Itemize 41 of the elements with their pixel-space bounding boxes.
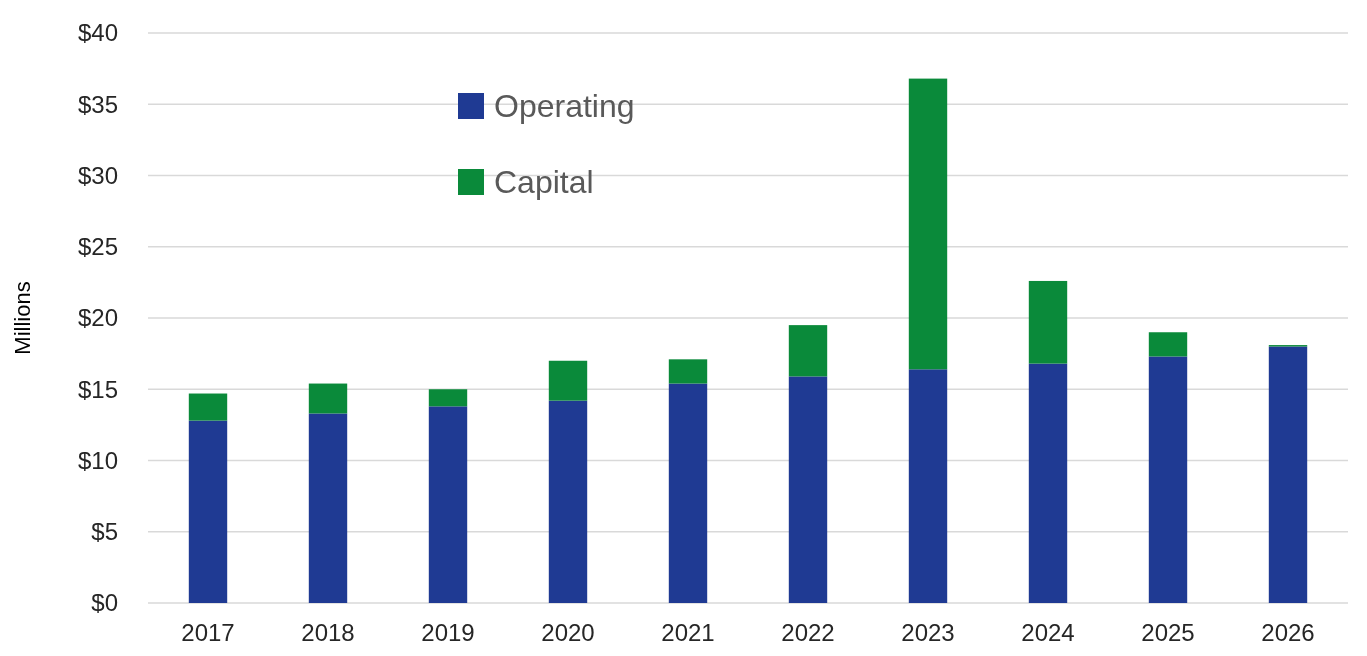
bar bbox=[308, 413, 348, 603]
y-tick-label: $25 bbox=[77, 233, 118, 261]
y-tick-label: $35 bbox=[77, 90, 118, 118]
y-axis-title: Millions bbox=[10, 281, 35, 355]
y-tick-label: $10 bbox=[77, 446, 118, 474]
x-tick-label: 2018 bbox=[301, 619, 355, 646]
bar bbox=[308, 383, 348, 414]
bar bbox=[1148, 332, 1188, 357]
x-tick-label: 2017 bbox=[181, 619, 235, 646]
legend-label: Operating bbox=[494, 88, 635, 125]
bar bbox=[788, 376, 828, 603]
y-tick-label: $15 bbox=[77, 375, 118, 403]
x-tick-label: 2023 bbox=[901, 619, 955, 646]
bar bbox=[668, 383, 708, 603]
bar bbox=[908, 369, 948, 603]
legend-label: Capital bbox=[494, 164, 594, 201]
x-tick-label: 2019 bbox=[421, 619, 475, 646]
bar bbox=[548, 400, 588, 603]
bar bbox=[1028, 280, 1068, 364]
bar bbox=[428, 406, 468, 603]
bar bbox=[788, 325, 828, 377]
x-tick-label: 2022 bbox=[781, 619, 835, 646]
bar bbox=[668, 359, 708, 384]
y-tick-label: $40 bbox=[77, 19, 118, 47]
bar bbox=[188, 420, 228, 603]
y-tick-label: $20 bbox=[77, 304, 118, 332]
y-tick-label: $0 bbox=[91, 589, 118, 617]
x-tick-label: 2026 bbox=[1261, 619, 1315, 646]
bar bbox=[188, 393, 228, 421]
bar bbox=[1028, 363, 1068, 603]
bar bbox=[908, 78, 948, 370]
x-tick-label: 2025 bbox=[1141, 619, 1195, 646]
bar bbox=[1148, 356, 1188, 603]
y-tick-label: $30 bbox=[77, 161, 118, 189]
x-tick-label: 2020 bbox=[541, 619, 595, 646]
x-tick-label: 2021 bbox=[661, 619, 715, 646]
x-tick-label: 2024 bbox=[1021, 619, 1075, 646]
y-tick-label: $5 bbox=[91, 518, 118, 546]
bar bbox=[428, 389, 468, 407]
bar bbox=[1268, 346, 1308, 603]
bar bbox=[548, 360, 588, 401]
